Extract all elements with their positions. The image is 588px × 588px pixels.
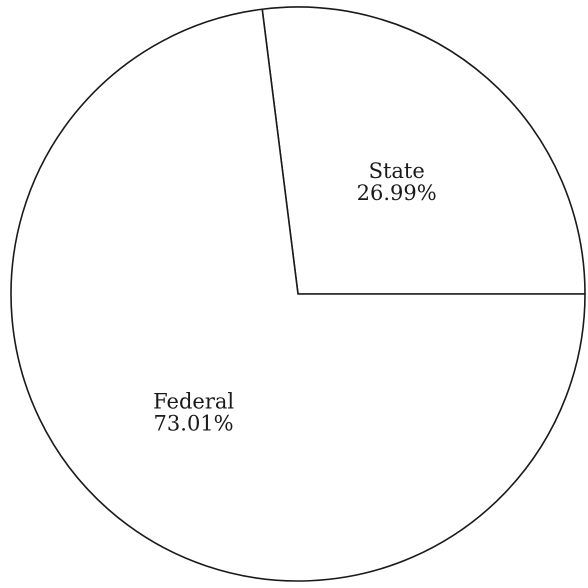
pie-slice-state <box>261 6 586 295</box>
slice-label-name: State <box>369 159 425 183</box>
slice-label-value: 73.01% <box>154 411 234 435</box>
pie-label-state: State 26.99% <box>357 159 437 205</box>
pie-slice-federal <box>10 8 586 582</box>
slice-label-value: 26.99% <box>357 181 437 205</box>
pie-labels: State 26.99% Federal 73.01% <box>153 159 437 435</box>
pie-slices <box>10 6 586 582</box>
pie-label-federal: Federal 73.01% <box>153 389 234 435</box>
slice-label-name: Federal <box>153 389 234 413</box>
